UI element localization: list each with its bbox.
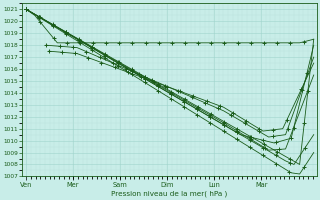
- X-axis label: Pression niveau de la mer( hPa ): Pression niveau de la mer( hPa ): [111, 190, 227, 197]
